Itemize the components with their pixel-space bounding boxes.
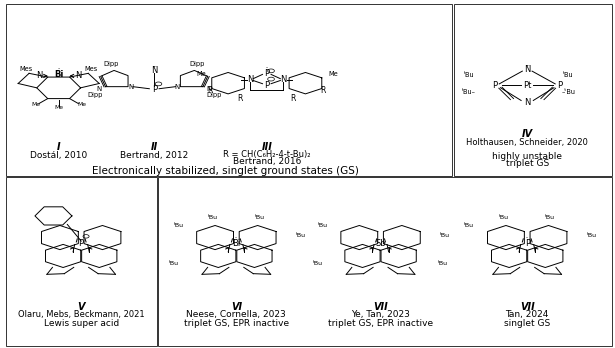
Text: I: I (57, 142, 60, 152)
Text: Mes: Mes (85, 66, 98, 72)
Text: N: N (129, 84, 133, 90)
Text: Neese, Cornella, 2023: Neese, Cornella, 2023 (186, 310, 286, 319)
Text: P: P (152, 85, 157, 94)
Text: Sb: Sb (375, 239, 386, 248)
Text: triplet GS, EPR inactive: triplet GS, EPR inactive (184, 319, 289, 327)
Text: ᵗBu: ᵗBu (173, 223, 184, 228)
Text: triplet GS: triplet GS (506, 159, 549, 168)
Text: –ᵗBu: –ᵗBu (561, 89, 576, 95)
Text: ᵗBu: ᵗBu (464, 223, 474, 228)
Text: IV: IV (522, 129, 533, 139)
Text: highly unstable: highly unstable (492, 151, 562, 160)
Text: R: R (320, 86, 326, 95)
Text: Me: Me (196, 71, 205, 77)
Text: Pt: Pt (523, 81, 531, 90)
Text: VII: VII (373, 302, 388, 312)
Text: R: R (207, 86, 213, 95)
Text: ᵗBu: ᵗBu (499, 215, 509, 220)
Text: P: P (264, 81, 269, 90)
Text: Dipp: Dipp (87, 92, 102, 98)
Text: ᵗBu: ᵗBu (587, 233, 597, 238)
Text: ᵗBu: ᵗBu (440, 233, 450, 238)
Text: ··: ·· (235, 235, 238, 240)
Text: N: N (175, 84, 180, 90)
Text: Dipp: Dipp (189, 61, 205, 67)
Text: N: N (247, 75, 253, 84)
Text: R = CH(C₆H₂-4-t-Bu)₂: R = CH(C₆H₂-4-t-Bu)₂ (223, 150, 311, 159)
Text: ᵗBu: ᵗBu (464, 72, 475, 78)
Bar (454, 4, 613, 176)
Text: ᵗBu: ᵗBu (169, 261, 179, 266)
Text: P: P (79, 239, 84, 248)
Text: ··: ·· (265, 65, 268, 70)
Text: P: P (264, 69, 269, 78)
Text: Olaru, Mebs, Beckmann, 2021: Olaru, Mebs, Beckmann, 2021 (18, 310, 145, 319)
Text: N: N (207, 86, 212, 92)
Text: ··: ·· (57, 66, 60, 71)
Text: Dipp: Dipp (103, 61, 119, 67)
Text: N: N (524, 98, 530, 107)
Text: Bertrand, 2012: Bertrand, 2012 (120, 151, 188, 160)
Text: ᵗBu: ᵗBu (313, 261, 323, 266)
Text: ᵗBu: ᵗBu (296, 233, 306, 238)
Text: Tan, 2024: Tan, 2024 (506, 310, 549, 319)
Text: N̈: N̈ (524, 65, 530, 74)
Text: Me: Me (77, 102, 86, 107)
Text: Mes: Mes (20, 66, 33, 72)
Text: Dipp: Dipp (206, 92, 221, 98)
Text: ᵗBu: ᵗBu (208, 215, 218, 220)
Text: Electronically stabilized, singlet ground states (GS): Electronically stabilized, singlet groun… (92, 166, 359, 176)
Text: N̈: N̈ (151, 66, 157, 75)
Text: Bertrand, 2016: Bertrand, 2016 (232, 157, 301, 166)
Text: VII: VII (520, 302, 534, 312)
Text: V: V (77, 302, 85, 312)
Text: ᵗBu–: ᵗBu– (462, 89, 477, 95)
Text: II: II (151, 142, 158, 152)
Text: ᵗBu: ᵗBu (318, 223, 328, 228)
Text: N: N (280, 75, 287, 84)
Text: Ye, Tan, 2023: Ye, Tan, 2023 (351, 310, 410, 319)
Text: P: P (525, 239, 530, 248)
Text: P: P (492, 81, 497, 90)
Text: ᵗBu: ᵗBu (438, 261, 448, 266)
Text: R: R (237, 94, 243, 103)
Text: ··: ·· (526, 235, 529, 240)
Bar (158, 177, 613, 346)
Text: ᵗBu: ᵗBu (255, 215, 264, 220)
Bar (6, 177, 157, 346)
Text: Me: Me (31, 102, 40, 107)
Text: N: N (97, 86, 102, 92)
Text: R: R (290, 94, 296, 103)
Text: III: III (261, 142, 272, 152)
Text: Bi: Bi (54, 70, 63, 79)
Text: Holthausen, Schneider, 2020: Holthausen, Schneider, 2020 (466, 139, 588, 148)
Text: Lewis super acid: Lewis super acid (44, 319, 119, 327)
Text: singlet GS: singlet GS (504, 319, 550, 327)
Text: Me: Me (328, 71, 338, 77)
Text: Bi: Bi (232, 239, 240, 248)
Text: VI: VI (231, 302, 242, 312)
Text: Me: Me (54, 105, 63, 110)
Text: ᵗBu: ᵗBu (563, 72, 574, 78)
Text: triplet GS, EPR inactive: triplet GS, EPR inactive (328, 319, 433, 327)
Text: ᵗBu: ᵗBu (546, 215, 555, 220)
Text: P: P (558, 81, 563, 90)
Text: N: N (75, 71, 81, 80)
Text: Dostál, 2010: Dostál, 2010 (30, 151, 87, 160)
Text: N: N (36, 71, 42, 80)
Bar (6, 4, 453, 176)
